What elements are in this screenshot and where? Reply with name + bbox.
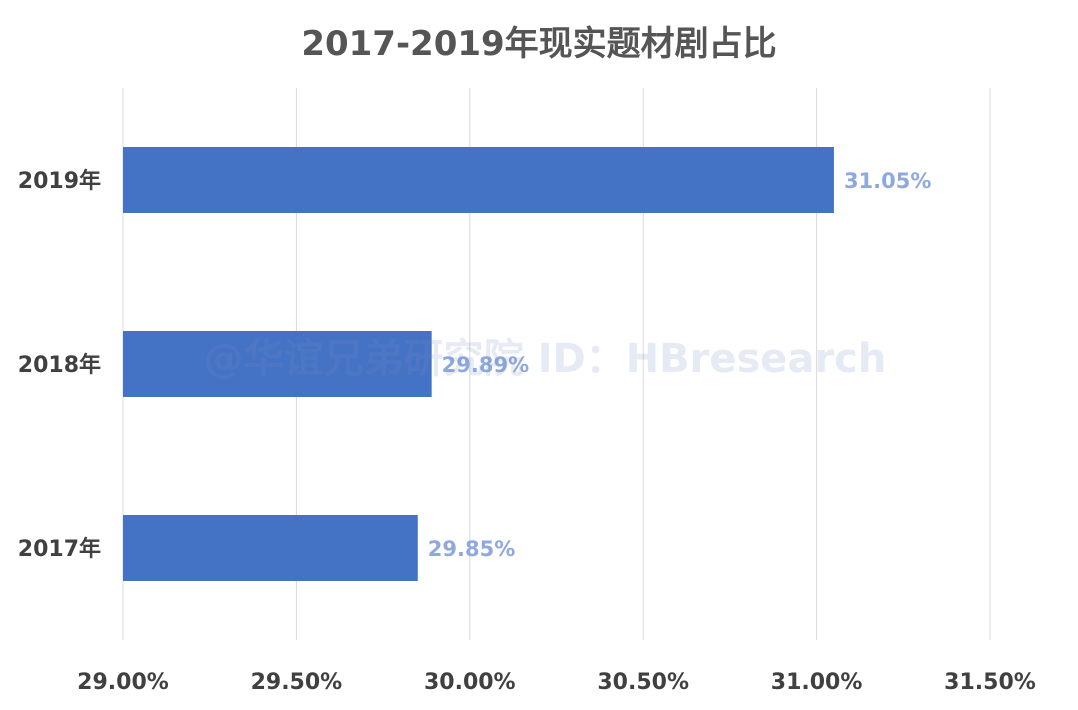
data-label: 31.05% xyxy=(844,169,931,193)
category-label: 2018年 xyxy=(18,352,101,378)
x-tick-label: 30.00% xyxy=(424,670,516,695)
x-tick-label: 31.00% xyxy=(771,670,863,695)
bar xyxy=(123,147,834,213)
bars xyxy=(123,147,834,581)
x-tick-label: 29.50% xyxy=(251,670,343,695)
x-tick-label: 30.50% xyxy=(597,670,689,695)
chart-title: 2017-2019年现实题材剧占比 xyxy=(301,24,776,64)
data-label: 29.85% xyxy=(428,537,515,561)
x-tick-label: 31.50% xyxy=(944,670,1036,695)
category-label: 2019年 xyxy=(18,168,101,194)
x-tick-label: 29.00% xyxy=(77,670,169,695)
category-label: 2017年 xyxy=(18,536,101,562)
data-label: 29.89% xyxy=(442,353,529,377)
bar xyxy=(123,515,418,581)
watermark-text: @华谊兄弟研究院 ID：HBresearch xyxy=(204,336,887,382)
category-labels: 2019年 2018年 2017年 xyxy=(18,168,101,562)
data-labels: 31.05% 29.89% 29.85% xyxy=(428,169,932,561)
bar xyxy=(123,331,432,397)
x-tick-labels: 29.00% 29.50% 30.00% 30.50% 31.00% 31.50% xyxy=(77,670,1036,695)
